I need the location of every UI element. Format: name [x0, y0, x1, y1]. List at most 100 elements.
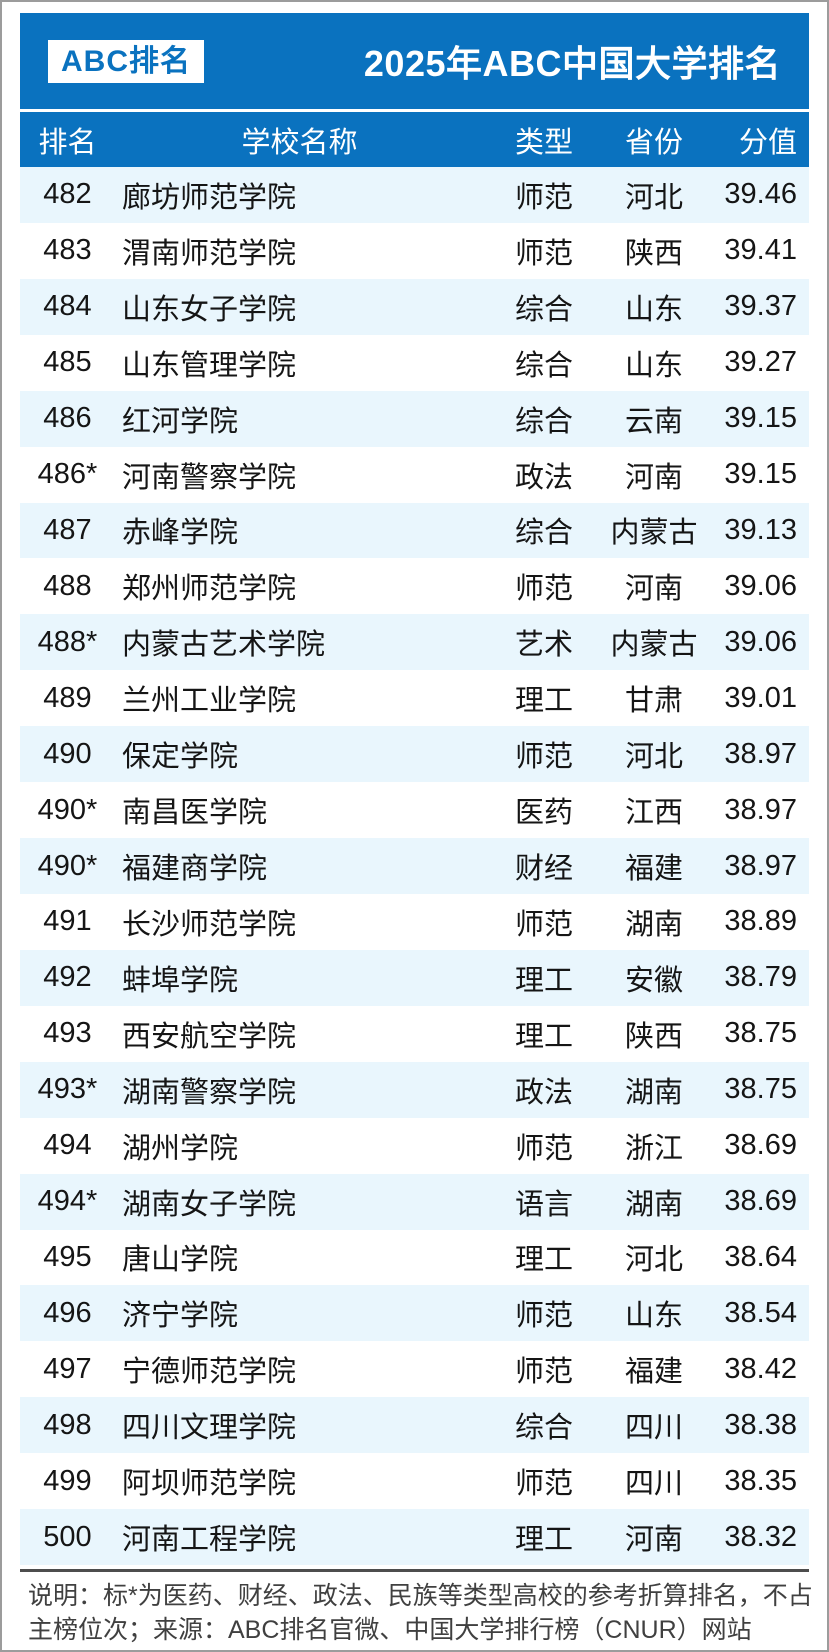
- abc-ranking-logo: ABC排名: [48, 39, 204, 83]
- cell-school: 湖南女子学院: [122, 1188, 297, 1221]
- cell-school: 郑州师范学院: [122, 573, 297, 606]
- cell-score: 38.79: [724, 961, 797, 994]
- footnote: 说明：标*为医药、财经、政法、民族等类型高校的参考折算排名，不占 主榜位次；来源…: [20, 1569, 813, 1647]
- cell-province: 湖南: [624, 1188, 683, 1221]
- table-column-header: 排名 学校名称 类型 省份 分值: [20, 112, 809, 167]
- cell-type: 综合: [514, 405, 573, 438]
- cell-type: 师范: [514, 237, 573, 270]
- cell-rank: 490*: [37, 849, 98, 882]
- table-row: 492 蚌埠学院 理工 安徽 38.79: [20, 949, 809, 1006]
- cell-type: 师范: [514, 741, 573, 774]
- logo-text: ABC排名: [61, 44, 191, 78]
- cell-type: 政法: [514, 1076, 573, 1109]
- cell-rank: 489: [43, 681, 92, 714]
- cell-score: 38.32: [724, 1520, 797, 1553]
- cell-school: 长沙师范学院: [122, 908, 297, 941]
- cell-type: 师范: [514, 908, 573, 941]
- cell-rank: 492: [43, 961, 92, 994]
- cell-score: 39.15: [724, 402, 797, 435]
- cell-school: 保定学院: [122, 741, 239, 774]
- cell-rank: 482: [43, 178, 92, 211]
- table-row: 490 保定学院 师范 河北 38.97: [20, 726, 809, 783]
- content-area: ABC排名 2025年ABC中国大学排名 排名 学校名称 类型 省份 分值 48…: [20, 13, 813, 1647]
- cell-score: 38.89: [724, 905, 797, 938]
- table-row: 493* 湖南警察学院 政法 湖南 38.75: [20, 1061, 809, 1118]
- table-row: 484 山东女子学院 综合 山东 39.37: [20, 278, 809, 335]
- table-row: 486 红河学院 综合 云南 39.15: [20, 390, 809, 447]
- cell-score: 38.54: [724, 1296, 797, 1329]
- table-row: 500 河南工程学院 理工 河南 38.32: [20, 1509, 809, 1566]
- cell-rank: 496: [43, 1296, 92, 1329]
- cell-rank: 490: [43, 737, 92, 770]
- cell-province: 内蒙古: [610, 517, 698, 550]
- cell-school: 阿坝师范学院: [122, 1468, 297, 1501]
- cell-school: 山东管理学院: [122, 349, 297, 382]
- cell-type: 政法: [514, 461, 573, 494]
- cell-school: 唐山学院: [122, 1244, 239, 1277]
- cell-score: 39.37: [724, 290, 797, 323]
- cell-province: 江西: [624, 797, 683, 830]
- cell-type: 师范: [514, 1356, 573, 1389]
- cell-rank: 491: [43, 905, 92, 938]
- table-row: 487 赤峰学院 综合 内蒙古 39.13: [20, 502, 809, 559]
- cell-type: 财经: [514, 853, 573, 886]
- title-bar: ABC排名 2025年ABC中国大学排名: [20, 13, 809, 109]
- column-header-rank: 排名: [38, 126, 97, 159]
- cell-type: 理工: [514, 1244, 573, 1277]
- cell-rank: 493*: [37, 1073, 98, 1106]
- cell-school: 四川文理学院: [122, 1412, 297, 1445]
- cell-rank: 490*: [37, 793, 98, 826]
- cell-province: 浙江: [624, 1132, 683, 1165]
- page-title: 2025年ABC中国大学排名: [363, 43, 781, 84]
- table-row: 496 济宁学院 师范 山东 38.54: [20, 1285, 809, 1342]
- cell-school: 福建商学院: [122, 853, 268, 886]
- table-row: 494 湖州学院 师范 浙江 38.69: [20, 1117, 809, 1174]
- cell-score: 39.13: [724, 513, 797, 546]
- column-header-type: 类型: [514, 126, 573, 159]
- cell-type: 艺术: [514, 629, 573, 662]
- cell-province: 河北: [624, 1244, 683, 1277]
- cell-province: 陕西: [624, 1020, 683, 1053]
- cell-province: 山东: [624, 349, 683, 382]
- cell-province: 山东: [624, 1300, 683, 1333]
- cell-school: 内蒙古艺术学院: [122, 629, 326, 662]
- cell-type: 师范: [514, 1132, 573, 1165]
- column-header-score: 分值: [738, 126, 797, 159]
- cell-school: 河南工程学院: [122, 1524, 297, 1557]
- table-row: 490* 南昌医学院 医药 江西 38.97: [20, 782, 809, 839]
- cell-school: 湖南警察学院: [122, 1076, 297, 1109]
- cell-province: 河南: [624, 461, 683, 494]
- cell-rank: 486: [43, 402, 92, 435]
- cell-rank: 494: [43, 1129, 92, 1162]
- cell-province: 福建: [624, 1356, 683, 1389]
- cell-school: 兰州工业学院: [122, 685, 297, 718]
- cell-type: 师范: [514, 1300, 573, 1333]
- cell-score: 39.41: [724, 234, 797, 267]
- cell-score: 38.97: [724, 849, 797, 882]
- cell-school: 渭南师范学院: [122, 237, 297, 270]
- cell-type: 语言: [514, 1188, 573, 1221]
- cell-rank: 498: [43, 1408, 92, 1441]
- table-row: 486* 河南警察学院 政法 河南 39.15: [20, 446, 809, 503]
- cell-school: 宁德师范学院: [122, 1356, 297, 1389]
- cell-province: 河北: [624, 181, 683, 214]
- cell-rank: 499: [43, 1464, 92, 1497]
- cell-rank: 486*: [37, 458, 98, 491]
- cell-province: 河南: [624, 1524, 683, 1557]
- cell-province: 湖南: [624, 1076, 683, 1109]
- cell-school: 山东女子学院: [122, 293, 297, 326]
- table-row: 494* 湖南女子学院 语言 湖南 38.69: [20, 1173, 809, 1230]
- cell-score: 38.69: [724, 1185, 797, 1218]
- cell-type: 综合: [514, 293, 573, 326]
- cell-score: 38.35: [724, 1464, 797, 1497]
- table-row: 485 山东管理学院 综合 山东 39.27: [20, 334, 809, 391]
- table-row: 490* 福建商学院 财经 福建 38.97: [20, 838, 809, 894]
- cell-rank: 497: [43, 1352, 92, 1385]
- cell-score: 38.97: [724, 737, 797, 770]
- table-row: 489 兰州工业学院 理工 甘肃 39.01: [20, 670, 809, 727]
- cell-type: 师范: [514, 573, 573, 606]
- cell-score: 38.75: [724, 1073, 797, 1106]
- cell-score: 39.01: [724, 681, 797, 714]
- cell-score: 38.97: [724, 793, 797, 826]
